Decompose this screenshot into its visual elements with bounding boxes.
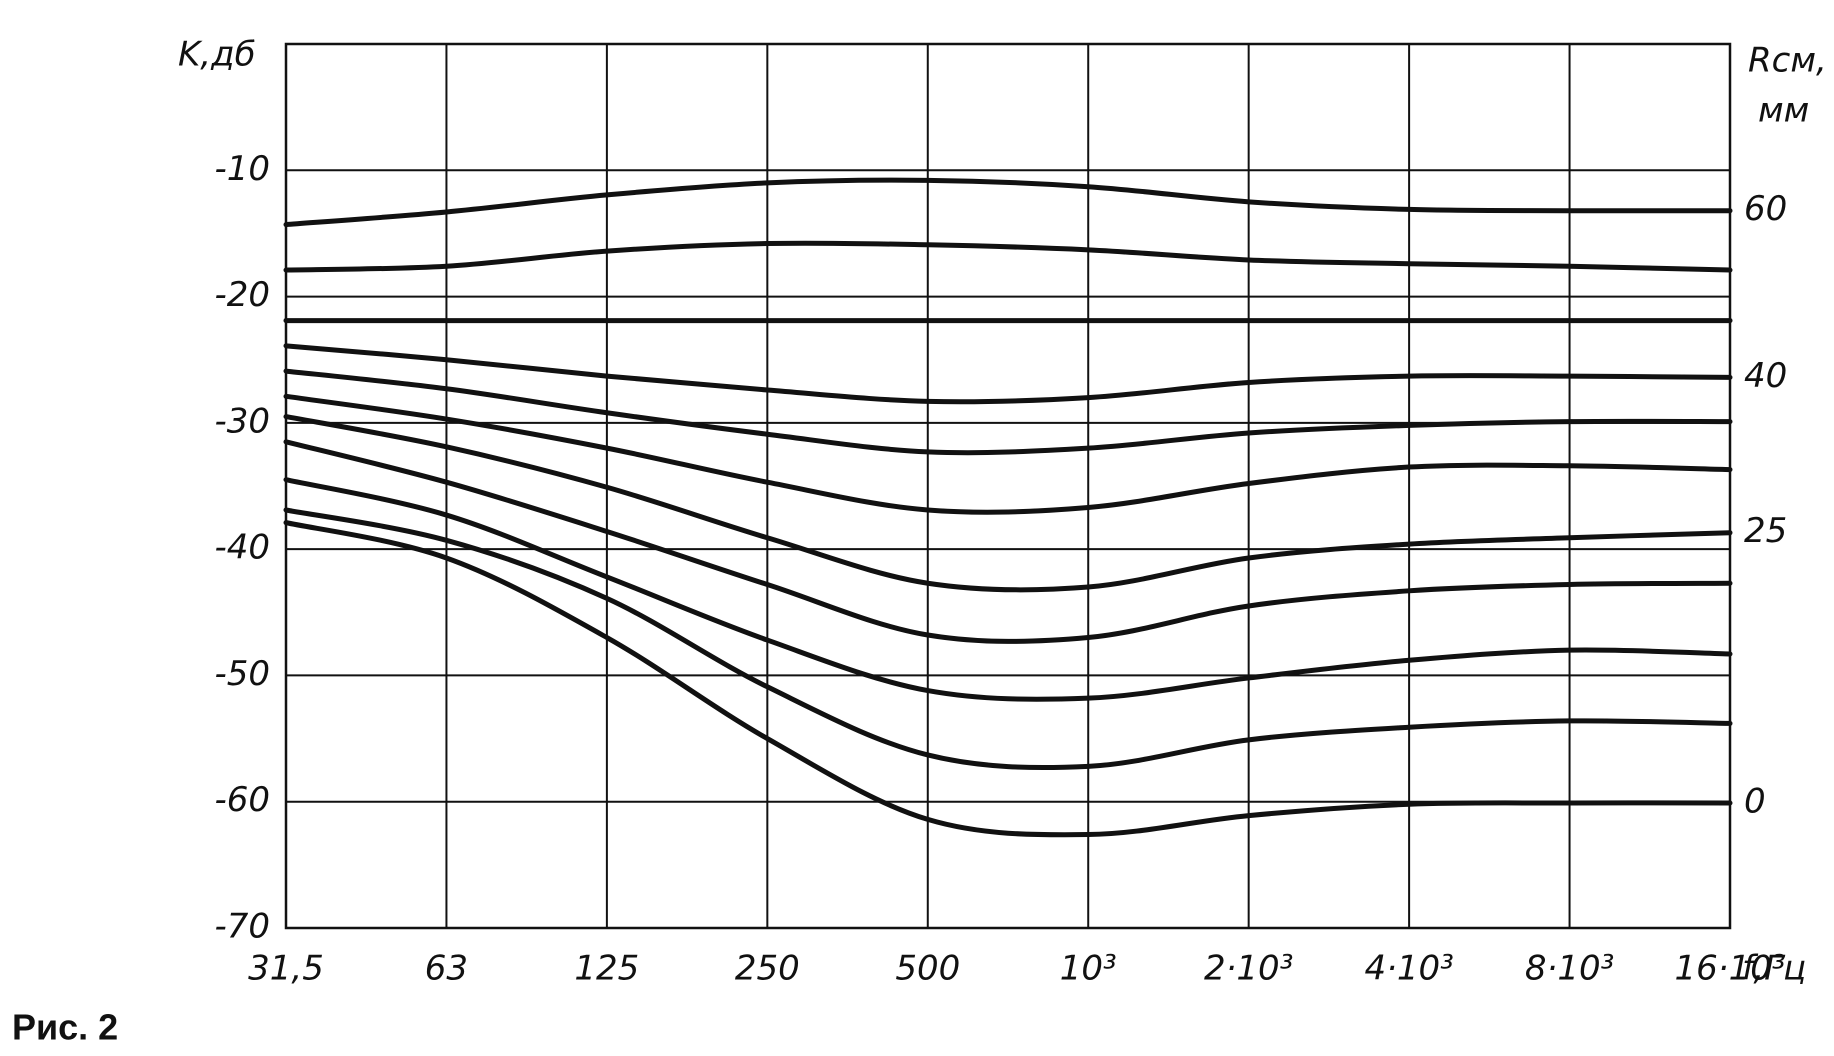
curve xyxy=(283,368,1733,456)
x-tick-label: 125 xyxy=(574,949,639,989)
y-tick-label: -20 xyxy=(214,275,270,315)
curve xyxy=(283,393,1733,515)
series-label: 25 xyxy=(1744,511,1787,551)
curve xyxy=(283,439,1733,644)
plot-frame xyxy=(284,42,1732,930)
x-tick-label: 2·10³ xyxy=(1204,949,1293,989)
series-label: 0 xyxy=(1744,781,1766,821)
y2-axis-label: Rсм, xyxy=(1748,41,1827,81)
curve xyxy=(283,507,1733,771)
curve xyxy=(283,343,1733,405)
series-label: 60 xyxy=(1744,189,1787,229)
y-tick-label: -60 xyxy=(214,780,270,820)
x-tick-label: 8·10³ xyxy=(1525,949,1614,989)
x-tick-label: 10³ xyxy=(1060,949,1117,989)
curve xyxy=(283,240,1733,273)
y-tick-label: -70 xyxy=(214,907,270,947)
caption: Рис. 2 xyxy=(12,1007,118,1048)
x-tick-label: 31,5 xyxy=(248,949,324,989)
x-tick-label: 4·10³ xyxy=(1364,949,1453,989)
y-axis-label: K,дб xyxy=(178,35,256,75)
y-tick-label: -10 xyxy=(214,149,270,189)
x-tick-label: 63 xyxy=(425,949,468,989)
x-tick-label: 250 xyxy=(735,949,800,989)
y-tick-label: -30 xyxy=(214,401,270,441)
x-tick-label: 16·10³ xyxy=(1675,949,1786,989)
y-tick-label: -40 xyxy=(214,528,270,568)
curve xyxy=(283,520,1733,838)
x-tick-label: 500 xyxy=(895,949,960,989)
curve xyxy=(283,177,1733,228)
series-label: 40 xyxy=(1744,356,1787,396)
y2-axis-label: мм xyxy=(1758,91,1809,131)
x-axis-label: f,Гц xyxy=(1742,949,1806,989)
y-tick-label: -50 xyxy=(214,654,270,694)
curve xyxy=(283,414,1733,593)
curve xyxy=(283,477,1733,702)
